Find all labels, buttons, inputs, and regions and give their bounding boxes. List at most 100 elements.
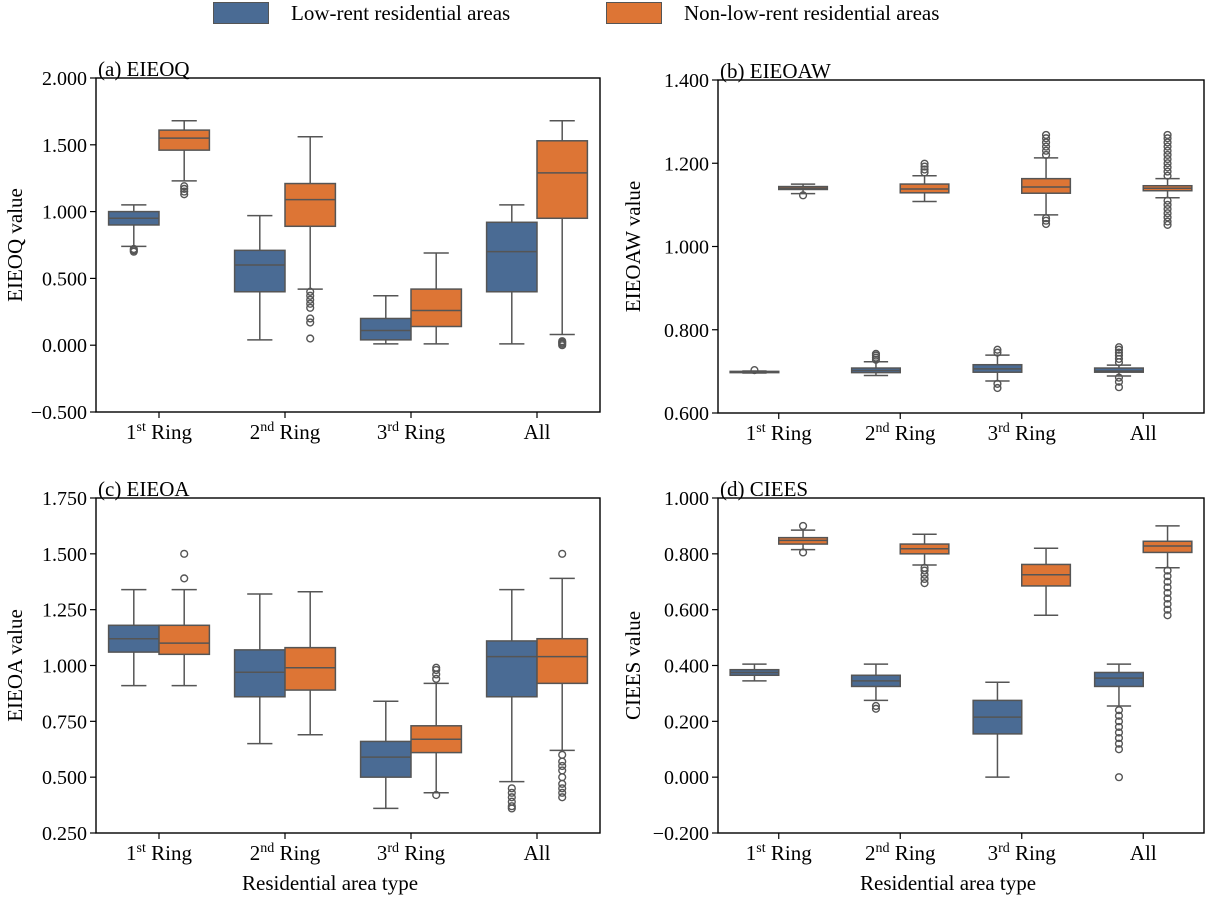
y-tick-label: 1.200 — [664, 153, 709, 175]
outlier-point — [920, 165, 929, 174]
plot-frame — [717, 497, 1205, 834]
outlier-point — [1163, 594, 1172, 603]
box-iqr — [158, 129, 211, 151]
outlier-point — [1114, 345, 1124, 354]
outlier-point — [306, 295, 315, 304]
outlier-point — [507, 804, 516, 813]
box-iqr — [359, 317, 412, 341]
box-iqr — [485, 640, 538, 698]
outlier-point — [432, 790, 441, 800]
outlier-point — [798, 521, 808, 531]
outlier-point — [1114, 373, 1124, 382]
y-tick-label: 2.000 — [42, 68, 87, 90]
outlier-point — [180, 187, 189, 196]
box-iqr — [1021, 177, 1072, 194]
outlier-point — [1163, 611, 1172, 620]
x-tick-label-ring3: 3rd Ring — [377, 420, 446, 444]
box-low-rent-ring3 — [972, 681, 1023, 778]
outlier-point — [180, 190, 189, 199]
x-tick-label-ring2: 2nd Ring — [865, 421, 936, 445]
outlier-point — [1163, 605, 1172, 614]
outlier-point — [1041, 150, 1051, 160]
y-axis-title: CIEES value — [621, 611, 645, 720]
legend-item-non-low-rent: Non-low-rent residential areas — [606, 0, 939, 26]
x-tick-label-all: All — [524, 841, 551, 865]
box-low-rent-ring2 — [850, 349, 901, 377]
x-tick-label-ring2: 2nd Ring — [250, 420, 321, 444]
outlier-point — [920, 570, 929, 579]
outlier-point — [306, 299, 315, 308]
outlier-point — [558, 784, 567, 793]
outlier-point — [1041, 130, 1051, 140]
outlier-point — [180, 184, 189, 193]
outlier-point — [306, 318, 315, 327]
outlier-point — [432, 663, 441, 672]
outlier-point — [1163, 217, 1172, 226]
box-iqr — [233, 649, 286, 698]
y-tick-label: 0.000 — [42, 335, 87, 357]
panel-title: (d) CIEES — [720, 477, 808, 501]
x-tick-label-all: All — [1130, 841, 1157, 865]
x-axis-title-left: Residential area type — [242, 871, 419, 895]
plot-frame — [95, 77, 601, 413]
box-iqr — [536, 637, 589, 685]
y-tick-label: 1.750 — [42, 488, 87, 510]
outlier-point — [558, 757, 567, 766]
box-low-rent-ring1 — [107, 588, 160, 687]
outlier-point — [1163, 146, 1172, 155]
outlier-point — [1114, 348, 1124, 357]
plot-frame — [717, 79, 1205, 414]
outlier-point — [558, 750, 567, 759]
outlier-point — [1041, 216, 1051, 225]
outlier-point — [507, 793, 516, 802]
box-non-low-rent-ring2 — [284, 136, 337, 343]
y-tick-label: 0.250 — [42, 823, 87, 845]
box-non-low-rent-ring3 — [410, 663, 463, 800]
outlier-point — [1114, 351, 1124, 360]
outlier-point — [1163, 196, 1172, 205]
box-non-low-rent-ring2 — [284, 591, 337, 736]
panel-title: (c) EIEOA — [98, 477, 190, 501]
outlier-point — [1041, 219, 1051, 229]
outlier-point — [750, 366, 759, 375]
outlier-point — [1163, 204, 1172, 214]
y-tick-label: −0.500 — [31, 402, 87, 424]
outlier-point — [306, 303, 315, 312]
box-non-low-rent-ring3 — [410, 252, 463, 345]
outlier-point — [1163, 583, 1172, 592]
box-low-rent-ring3 — [359, 700, 412, 810]
legend-swatch-low-rent — [213, 2, 269, 24]
y-tick-label: 1.000 — [664, 488, 709, 510]
x-tick-label-ring2: 2nd Ring — [865, 841, 936, 865]
y-tick-label: 0.800 — [664, 544, 709, 566]
outlier-point — [306, 314, 315, 323]
outlier-point — [1114, 773, 1124, 782]
outlier-point — [798, 191, 808, 200]
y-tick-label: 1.500 — [42, 135, 87, 157]
x-tick-label-ring1: 1st Ring — [126, 841, 192, 865]
outlier-point — [1041, 134, 1051, 143]
box-iqr — [410, 288, 463, 328]
box-iqr — [1142, 540, 1193, 554]
box-non-low-rent-ring3 — [1021, 547, 1072, 616]
y-tick-label: 1.000 — [42, 656, 87, 678]
legend-label-low-rent: Low-rent residential areas — [291, 0, 511, 25]
outlier-point — [1163, 209, 1172, 218]
outlier-point — [920, 566, 929, 575]
outlier-point — [1114, 728, 1124, 737]
outlier-point — [180, 182, 189, 191]
x-tick-label-ring1: 1st Ring — [746, 841, 812, 865]
outlier-point — [871, 704, 881, 713]
x-tick-label-ring1: 1st Ring — [746, 421, 812, 445]
y-tick-label: 0.400 — [664, 656, 709, 678]
x-tick-label-all: All — [1130, 421, 1157, 445]
y-tick-label: 0.500 — [42, 767, 87, 789]
outlier-point — [1041, 146, 1051, 155]
outlier-point — [1163, 599, 1172, 609]
box-low-rent-ring2 — [233, 593, 286, 745]
box-non-low-rent-all — [1142, 130, 1193, 229]
y-tick-label: 0.750 — [42, 711, 87, 733]
box-low-rent-all — [1093, 663, 1144, 782]
box-iqr — [536, 140, 589, 220]
outlier-point — [180, 549, 189, 558]
